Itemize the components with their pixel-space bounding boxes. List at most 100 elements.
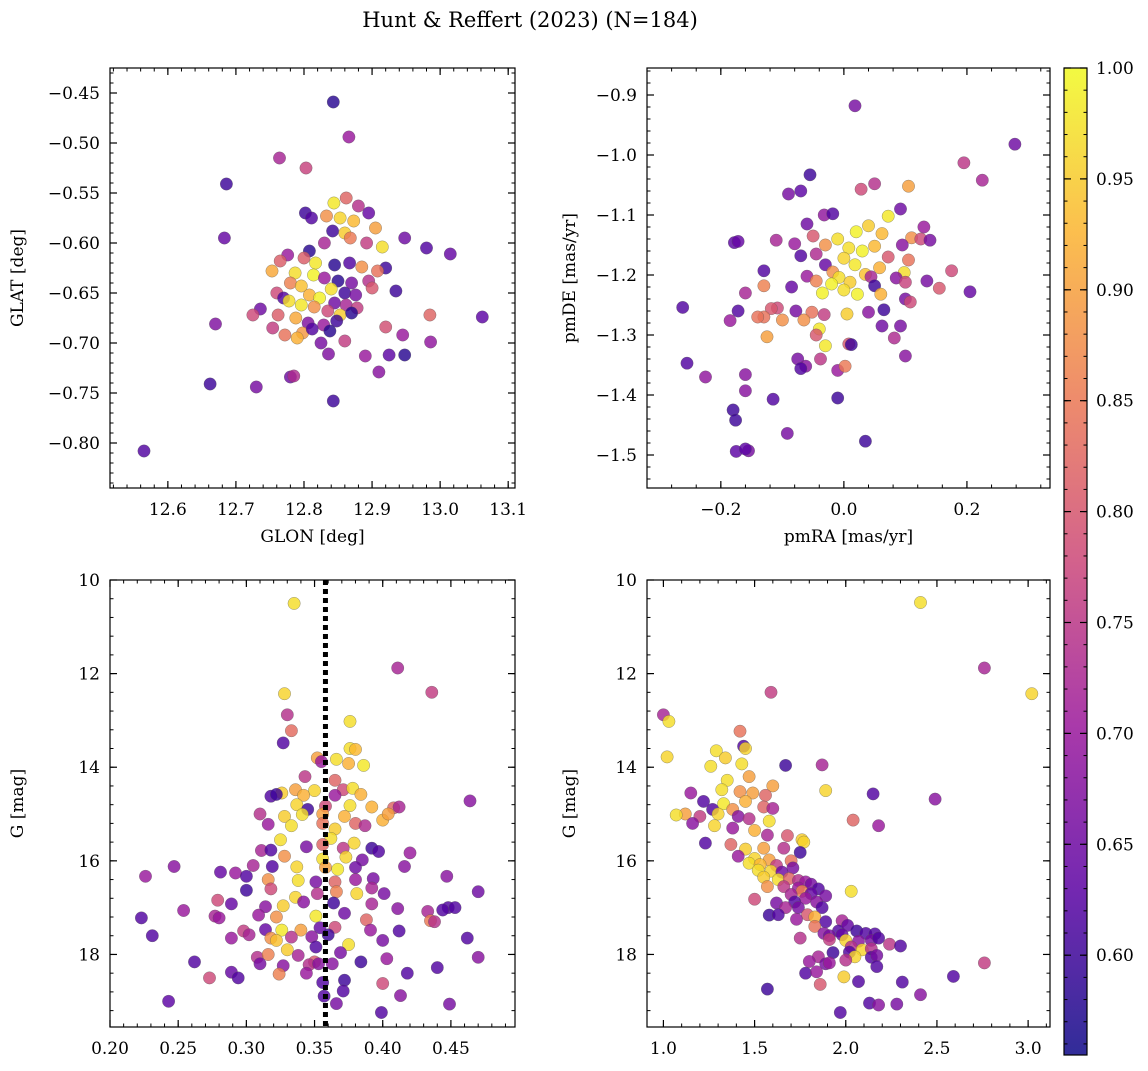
y-tick-label: −0.65 (48, 284, 100, 304)
scatter-point (389, 284, 403, 298)
scatter-point (718, 751, 732, 765)
scatter-point (735, 757, 749, 771)
y-tick-label: 18 (615, 945, 637, 965)
scatter-point (858, 434, 872, 448)
colorbar-tick-label: 0.70 (1096, 724, 1134, 744)
scatter-point (338, 973, 351, 987)
scatter-point (362, 206, 376, 220)
scatter-point (364, 923, 377, 937)
scatter-point (331, 862, 345, 876)
scatter-panel-1: 12.6 12.7 12.8 12.9 13.0 13.1 −0.45 −0.50 −0.55 −… (8, 67, 527, 547)
scatter-point (436, 903, 450, 917)
scatter-point (733, 785, 747, 799)
y-tick-label: −0.60 (48, 234, 100, 254)
scatter-point (358, 819, 372, 833)
scatter-point (203, 971, 216, 985)
scatter-point (794, 249, 808, 263)
scatter-point (214, 865, 227, 879)
scatter-point (808, 919, 822, 933)
scatter-point (217, 231, 231, 245)
scatter-point (815, 758, 829, 772)
scatter-point (760, 880, 774, 894)
scatter-point (902, 253, 915, 267)
scatter-point (898, 275, 912, 289)
y-tick-label: 12 (78, 665, 100, 685)
axes-frame (109, 67, 516, 489)
scatter-point (698, 836, 712, 850)
scatter-point (310, 887, 324, 901)
scatter-point (870, 960, 884, 974)
scatter-point (764, 302, 778, 316)
scatter-point (840, 307, 854, 321)
scatter-point (848, 258, 862, 272)
x-tick-label: 12.6 (149, 500, 187, 520)
scatter-point (264, 882, 278, 896)
scatter-point (307, 268, 320, 282)
scatter-point (430, 961, 444, 975)
scatter-point (780, 829, 794, 843)
scatter-point (709, 744, 723, 758)
scatter-point (309, 909, 323, 923)
scatter-point (294, 279, 308, 293)
scatter-point (731, 234, 745, 248)
scatter-point (748, 892, 762, 906)
scatter-point (328, 258, 342, 272)
scatter-point (802, 955, 816, 968)
scatter-point (977, 956, 991, 970)
scatter-point (887, 331, 901, 345)
scatter-point (932, 281, 946, 295)
scatter-point (283, 276, 297, 290)
scatter-point (854, 182, 868, 196)
colorbar-frame (1063, 67, 1088, 1056)
x-tick-label: 0.25 (159, 1039, 197, 1059)
scatter-point (759, 788, 772, 802)
scatter-point (290, 860, 304, 874)
scatter-point (805, 305, 819, 319)
x-tick-label: 0.20 (91, 1039, 129, 1059)
y-tick-label: −0.50 (48, 134, 100, 154)
scatter-point (252, 908, 266, 922)
scatter-point (780, 426, 794, 440)
colorbar-tick-label: 1.00 (1096, 59, 1134, 79)
scatter-point (764, 685, 778, 699)
scatter-point (231, 971, 245, 985)
scatter-point (275, 923, 289, 937)
scatter-point (894, 319, 907, 333)
scatter-point (354, 955, 368, 969)
scatter-point (775, 313, 789, 327)
colorbar-tick-label: 0.75 (1096, 613, 1134, 633)
scatter-point (376, 933, 390, 947)
scatter-point (870, 948, 884, 962)
scatter-point (894, 202, 907, 216)
scatter-point (309, 256, 323, 270)
scatter-point (398, 860, 411, 873)
scatter-point (684, 786, 698, 800)
scatter-point (280, 943, 294, 957)
scatter-point (278, 809, 291, 823)
scatter-point (239, 869, 253, 883)
scatter-point (299, 966, 313, 980)
scatter-point (826, 207, 840, 221)
scatter-point (782, 187, 795, 201)
scatter-point (320, 209, 333, 223)
scatter-point (360, 236, 374, 250)
scatter-point (790, 912, 803, 926)
scatter-panel-3: 0.200.250.300.350.400.451012141618Plx [m… (8, 571, 516, 1071)
scatter-point (396, 328, 410, 342)
scatter-point (265, 264, 279, 278)
scatter-point (874, 287, 888, 301)
y-axis-label: G [mag] (8, 769, 28, 838)
scatter-point (377, 887, 391, 901)
scatter-point (276, 899, 290, 913)
scatter-point (471, 950, 485, 964)
scatter-point (766, 801, 780, 815)
scatter-point (957, 156, 971, 170)
scatter-point (271, 308, 285, 322)
scatter-point (347, 214, 361, 228)
scatter-point (669, 808, 683, 822)
scatter-point (1025, 687, 1039, 701)
scatter-point (881, 250, 895, 264)
scatter-point (365, 881, 379, 895)
scatter-point (724, 838, 738, 851)
scatter-point (291, 874, 305, 887)
